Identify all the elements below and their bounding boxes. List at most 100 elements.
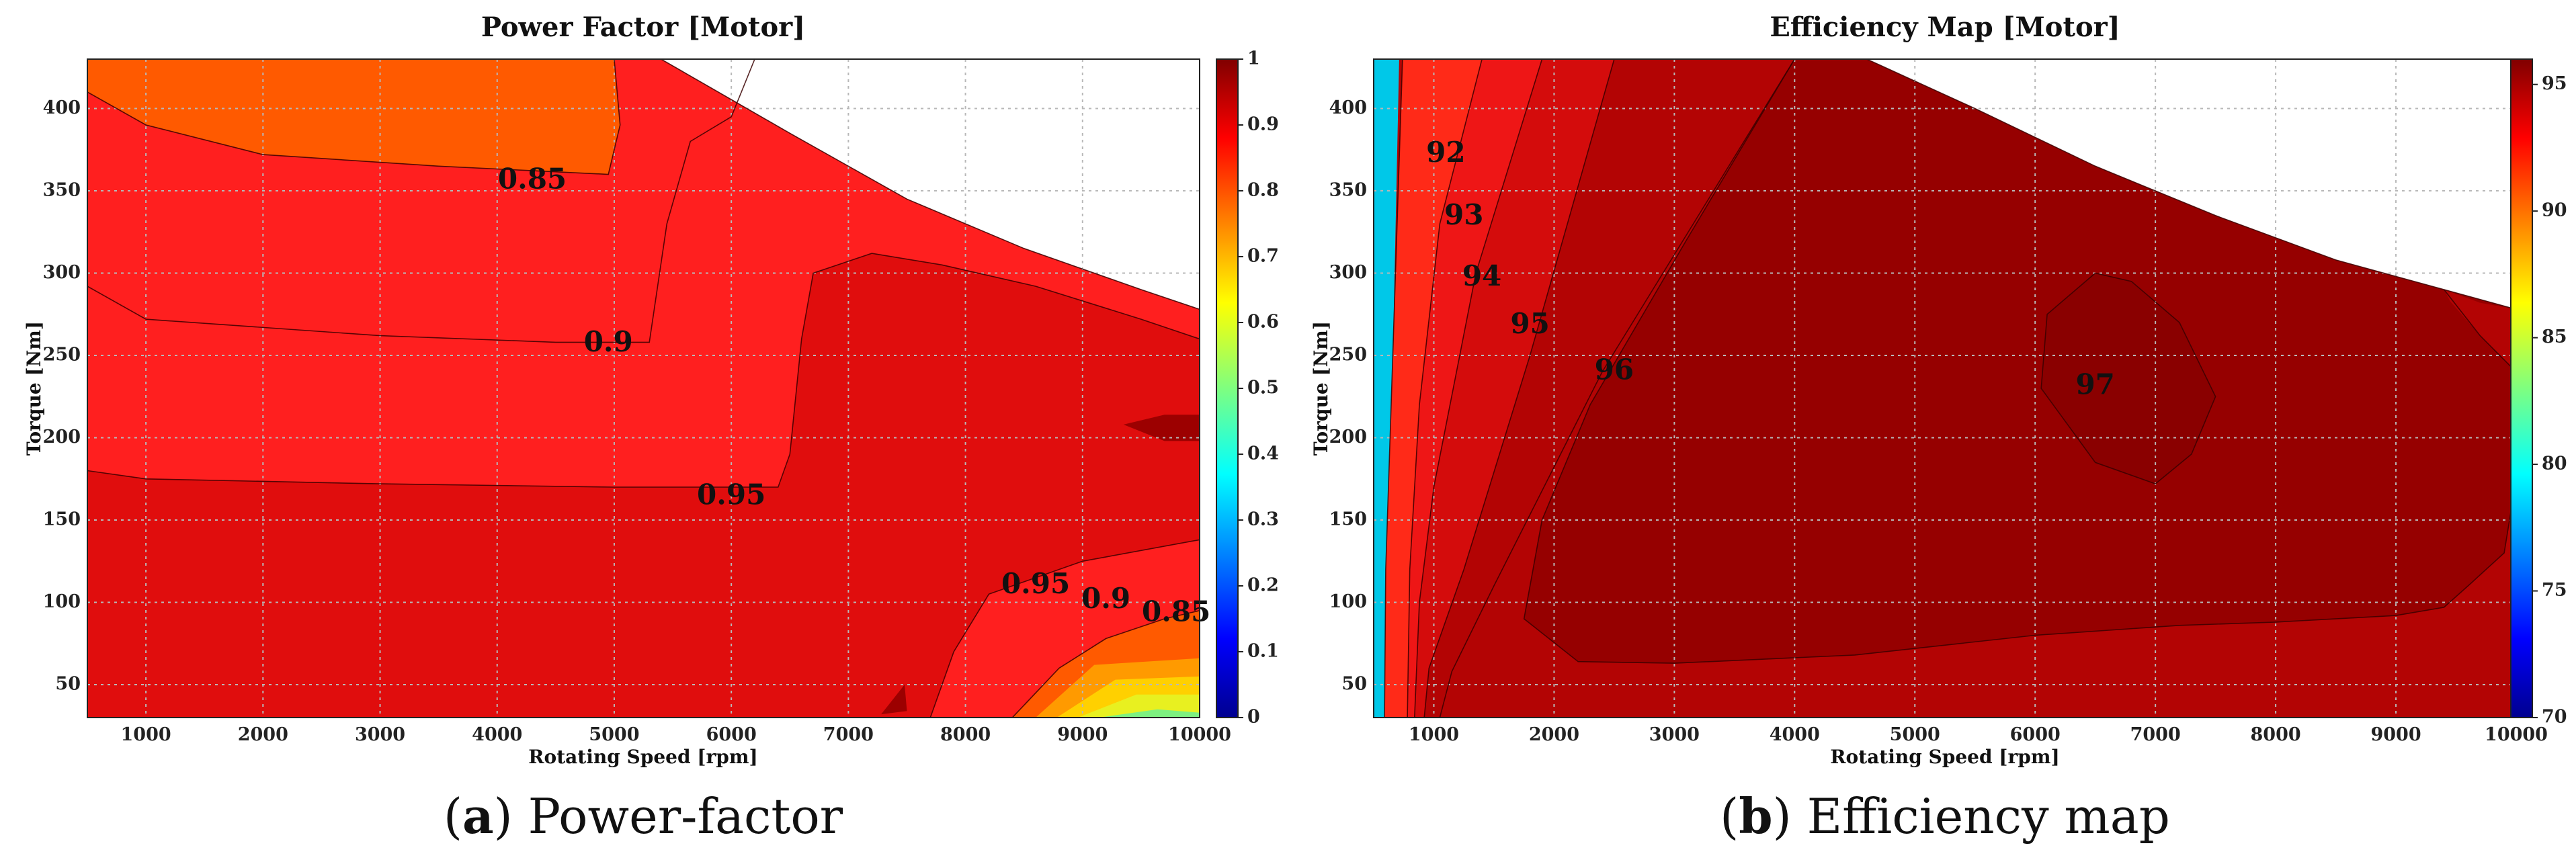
colorbar-tick-label: 95 (2542, 73, 2567, 94)
x-tick-label: 5000 (589, 724, 639, 745)
contour-region (881, 685, 907, 715)
contour-line (87, 59, 755, 343)
contour-region (1414, 59, 1614, 718)
contour-region (1384, 59, 1483, 718)
y-tick-label: 200 (1329, 427, 1367, 447)
x-tick-label: 4000 (1770, 724, 1820, 745)
contour-region (1407, 59, 1542, 718)
chart-title: Power Factor [Motor] (481, 11, 805, 43)
x-tick-label: 7000 (2130, 724, 2181, 745)
contour-line (87, 253, 1200, 488)
y-tick-label: 400 (43, 97, 81, 118)
outside-envelope (87, 59, 1200, 310)
colorbar (2510, 58, 2533, 718)
colorbar-tick-label: 0.6 (1247, 312, 1279, 333)
contour-line (2443, 289, 2516, 373)
x-tick-label: 9000 (1057, 724, 1108, 745)
colorbar-tick-label: 70 (2542, 707, 2567, 728)
y-tick-label: 50 (55, 674, 81, 695)
colorbar-tick-labels: 0 0.1 0.2 0.3 0.4 0.5 0.6 0.7 0.8 0.9 1 (1238, 48, 1279, 728)
contour-label: 0.9 (1081, 582, 1130, 615)
x-axis-label: Rotating Speed [rpm] (528, 746, 757, 768)
colorbar-tick-labels: 70 75 80 85 90 95 (2532, 73, 2567, 728)
contour-region (2444, 290, 2516, 372)
y-tick-label: 350 (43, 180, 81, 201)
y-axis-label: Torque [Nm] (23, 321, 45, 456)
x-tick-label: 2000 (238, 724, 288, 745)
plot-fill (87, 59, 1200, 718)
contour-line (87, 59, 621, 175)
colorbar-tick-label: 75 (2542, 580, 2567, 601)
y-tick-label: 300 (43, 262, 81, 283)
y-tick-label: 150 (43, 509, 81, 530)
contour-line (1439, 59, 1795, 718)
chart-efficiency-map: Efficiency Map [Motor] 92 93 94 95 96 97 1000… (1310, 11, 2567, 845)
plot-frame (87, 58, 1200, 718)
y-tick-label: 400 (1329, 97, 1367, 118)
chart-title: Efficiency Map [Motor] (1770, 11, 2120, 43)
y-tick-label: 200 (43, 427, 81, 447)
contour-label: 97 (2075, 368, 2114, 401)
contour-label: 95 (1510, 307, 1549, 340)
colorbar-tick-label: 0.5 (1247, 378, 1279, 398)
contour-region (2041, 273, 2216, 484)
x-tick-labels: 1000 2000 3000 4000 5000 6000 7000 8000 9000 1000… (1409, 724, 2548, 745)
low-efficiency-band (1374, 59, 1399, 718)
contour-region (87, 253, 1200, 718)
contour-line (1414, 59, 1543, 718)
y-tick-label: 250 (43, 345, 81, 366)
y-tick-label: 300 (1329, 262, 1367, 283)
caption-b: (b) Efficiency map (1720, 787, 2170, 845)
y-tick-label: 250 (1329, 345, 1367, 366)
colorbar (1216, 58, 1239, 718)
low-pf-band (1099, 709, 1200, 718)
colorbar-tick-label: 85 (2542, 327, 2567, 347)
y-tick-labels: 50 100 150 200 250 300 350 400 (1329, 97, 1367, 695)
x-tick-label: 1000 (121, 724, 171, 745)
x-tick-label: 8000 (2251, 724, 2301, 745)
colorbar-tick-label: 0.8 (1247, 180, 1279, 201)
x-tick-label: 5000 (1890, 724, 1940, 745)
contour-region (87, 59, 620, 175)
chart-power-factor: Power Factor [Motor] 0.850.90.950.95 0.9 0… (23, 11, 1279, 845)
y-tick-label: 100 (43, 591, 81, 612)
x-tick-label: 7000 (823, 724, 874, 745)
x-axis-label: Rotating Speed [rpm] (1830, 746, 2059, 768)
x-tick-label: 9000 (2370, 724, 2421, 745)
colorbar-tick-label: 0.1 (1247, 641, 1279, 662)
contour-line (1384, 59, 1403, 718)
y-tick-label: 50 (1341, 674, 1367, 695)
x-tick-label: 6000 (2010, 724, 2061, 745)
x-tick-label: 10000 (1168, 724, 1231, 745)
colorbar-tick-label: 1 (1247, 48, 1260, 69)
contour-label: 94 (1462, 259, 1501, 292)
x-tick-label: 3000 (355, 724, 405, 745)
grid-lines (1374, 59, 2517, 718)
contour-region (1123, 415, 1200, 441)
contour-line (1523, 59, 2516, 664)
contour-line (1011, 610, 1200, 718)
x-tick-labels: 1000 2000 3000 4000 5000 6000 7000 8000 9000 1000… (121, 724, 1231, 745)
colorbar-tick-label: 80 (2542, 454, 2567, 474)
colorbar-tick-label: 0 (1247, 707, 1260, 728)
x-tick-label: 4000 (472, 724, 522, 745)
contour-line (929, 539, 1200, 718)
y-tick-label: 350 (1329, 180, 1367, 201)
x-tick-label: 2000 (1529, 724, 1579, 745)
contour-line (1423, 59, 1615, 718)
colorbar-tick-label: 0.4 (1247, 443, 1279, 464)
x-tick-label: 10000 (2485, 724, 2548, 745)
contour-label: 0.85 (498, 162, 567, 195)
contour-lines (1374, 59, 2516, 718)
colorbar-tick-label: 0.2 (1247, 575, 1279, 596)
contour-region (1524, 59, 2516, 664)
outside-envelope (1374, 59, 2516, 310)
x-tick-label: 8000 (940, 724, 991, 745)
y-tick-label: 100 (1329, 591, 1367, 612)
contour-label: 92 (1426, 136, 1465, 169)
torque-envelope (1374, 59, 2516, 310)
colorbar-tick-label: 0.7 (1247, 246, 1279, 267)
contour-line (2040, 272, 2216, 485)
x-tick-label: 3000 (1649, 724, 1700, 745)
